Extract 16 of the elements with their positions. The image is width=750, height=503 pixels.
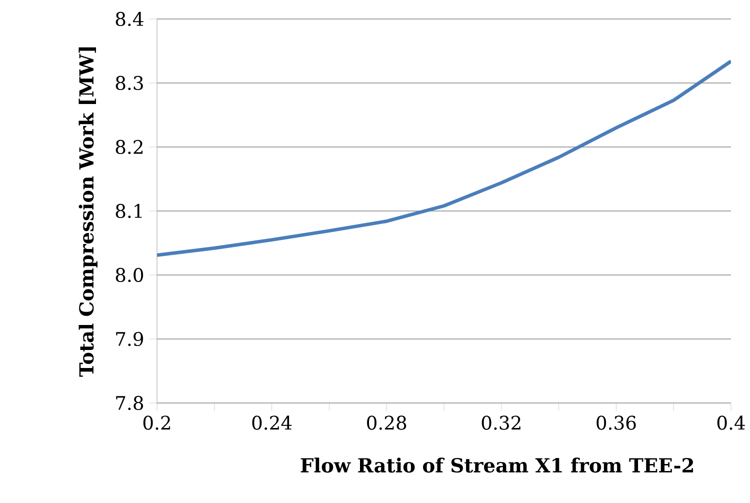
y-axis-title: Total Compression Work [MW] <box>78 47 98 377</box>
y-tick-label: 7.8 <box>116 396 144 410</box>
y-tick-label: 8.1 <box>116 204 142 218</box>
y-tick-label: 7.9 <box>116 332 144 346</box>
y-tick-label: 8.2 <box>116 140 142 154</box>
line-series <box>157 59 731 257</box>
x-tick-label: 0.24 <box>252 416 292 430</box>
x-tick-label: 0.36 <box>596 416 636 430</box>
x-tick-label: 0.28 <box>367 416 406 430</box>
y-tick-label: 8.3 <box>116 76 143 90</box>
x-tick-label: 0.2 <box>143 416 170 430</box>
y-tick-label: 8.0 <box>116 268 144 282</box>
x-axis-title: Flow Ratio of Stream X1 from TEE-2 <box>300 458 693 473</box>
x-tick-label: 0.32 <box>482 416 520 430</box>
y-tick-label: 8.4 <box>116 12 144 26</box>
x-tick-label: 0.4 <box>717 416 745 430</box>
